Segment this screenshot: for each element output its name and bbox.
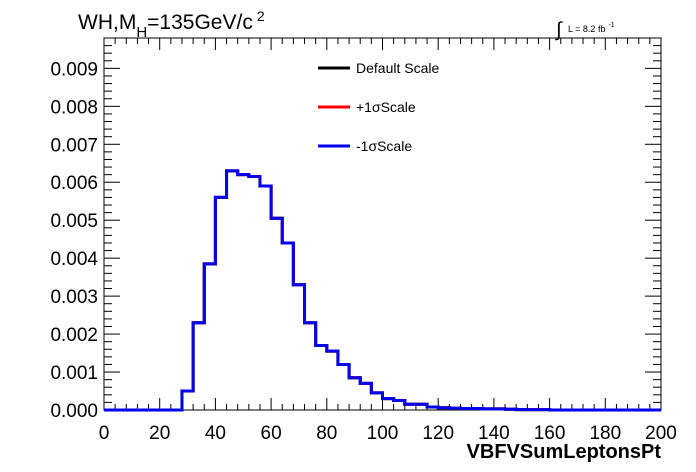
x-tick-label: 80 <box>316 423 337 444</box>
series-line-2 <box>104 169 661 412</box>
title-subscript: H <box>136 24 147 41</box>
y-tick-label: 0.008 <box>50 97 98 118</box>
y-tick-label: 0.006 <box>50 173 98 194</box>
legend-label-0: Default Scale <box>356 60 439 76</box>
y-tick-label: 0.007 <box>50 135 98 156</box>
luminosity-text: L = 8.2 fb <box>568 24 605 34</box>
x-tick-label: 20 <box>149 423 170 444</box>
x-tick-label: 140 <box>478 423 510 444</box>
legend: Default Scale +1σScale -1σScale <box>318 60 439 154</box>
title-main: WH,M <box>78 11 136 34</box>
legend-label-1: +1σScale <box>356 99 416 115</box>
y-tick-label: 0.000 <box>50 401 98 422</box>
x-tick-label: 40 <box>205 423 226 444</box>
x-tick-label: 60 <box>261 423 282 444</box>
y-tick-label: 0.009 <box>50 59 98 80</box>
integral-symbol: ∫ <box>555 19 563 41</box>
y-tick-label: 0.002 <box>50 325 98 346</box>
series-layer <box>104 169 661 412</box>
luminosity-superscript: -1 <box>608 22 614 29</box>
x-axis-label: VBFVSumLeptonsPt <box>467 441 662 463</box>
x-tick-label: 120 <box>422 423 454 444</box>
y-tick-label: 0.003 <box>50 287 98 308</box>
x-tick-label: 200 <box>645 423 677 444</box>
axes-group: 0 20 40 60 80 100 120 140 160 180 200 0.000 0.001 0.0… <box>50 37 677 444</box>
y-tick-label: 0.001 <box>50 363 98 384</box>
x-tick-label: 0 <box>99 423 110 444</box>
x-tick-label: 100 <box>367 423 399 444</box>
y-tick-label: 0.005 <box>50 211 98 232</box>
title-superscript: 2 <box>257 8 265 24</box>
x-tick-label: 160 <box>534 423 566 444</box>
x-tick-label: 180 <box>589 423 621 444</box>
chart-title: WH,MH=135GeV/c 2 <box>78 8 265 41</box>
luminosity-label: L = 8.2 fb -1 <box>568 22 615 34</box>
title-rest: =135GeV/c <box>147 11 253 34</box>
legend-label-2: -1σScale <box>356 138 412 154</box>
y-tick-label: 0.004 <box>50 249 98 270</box>
